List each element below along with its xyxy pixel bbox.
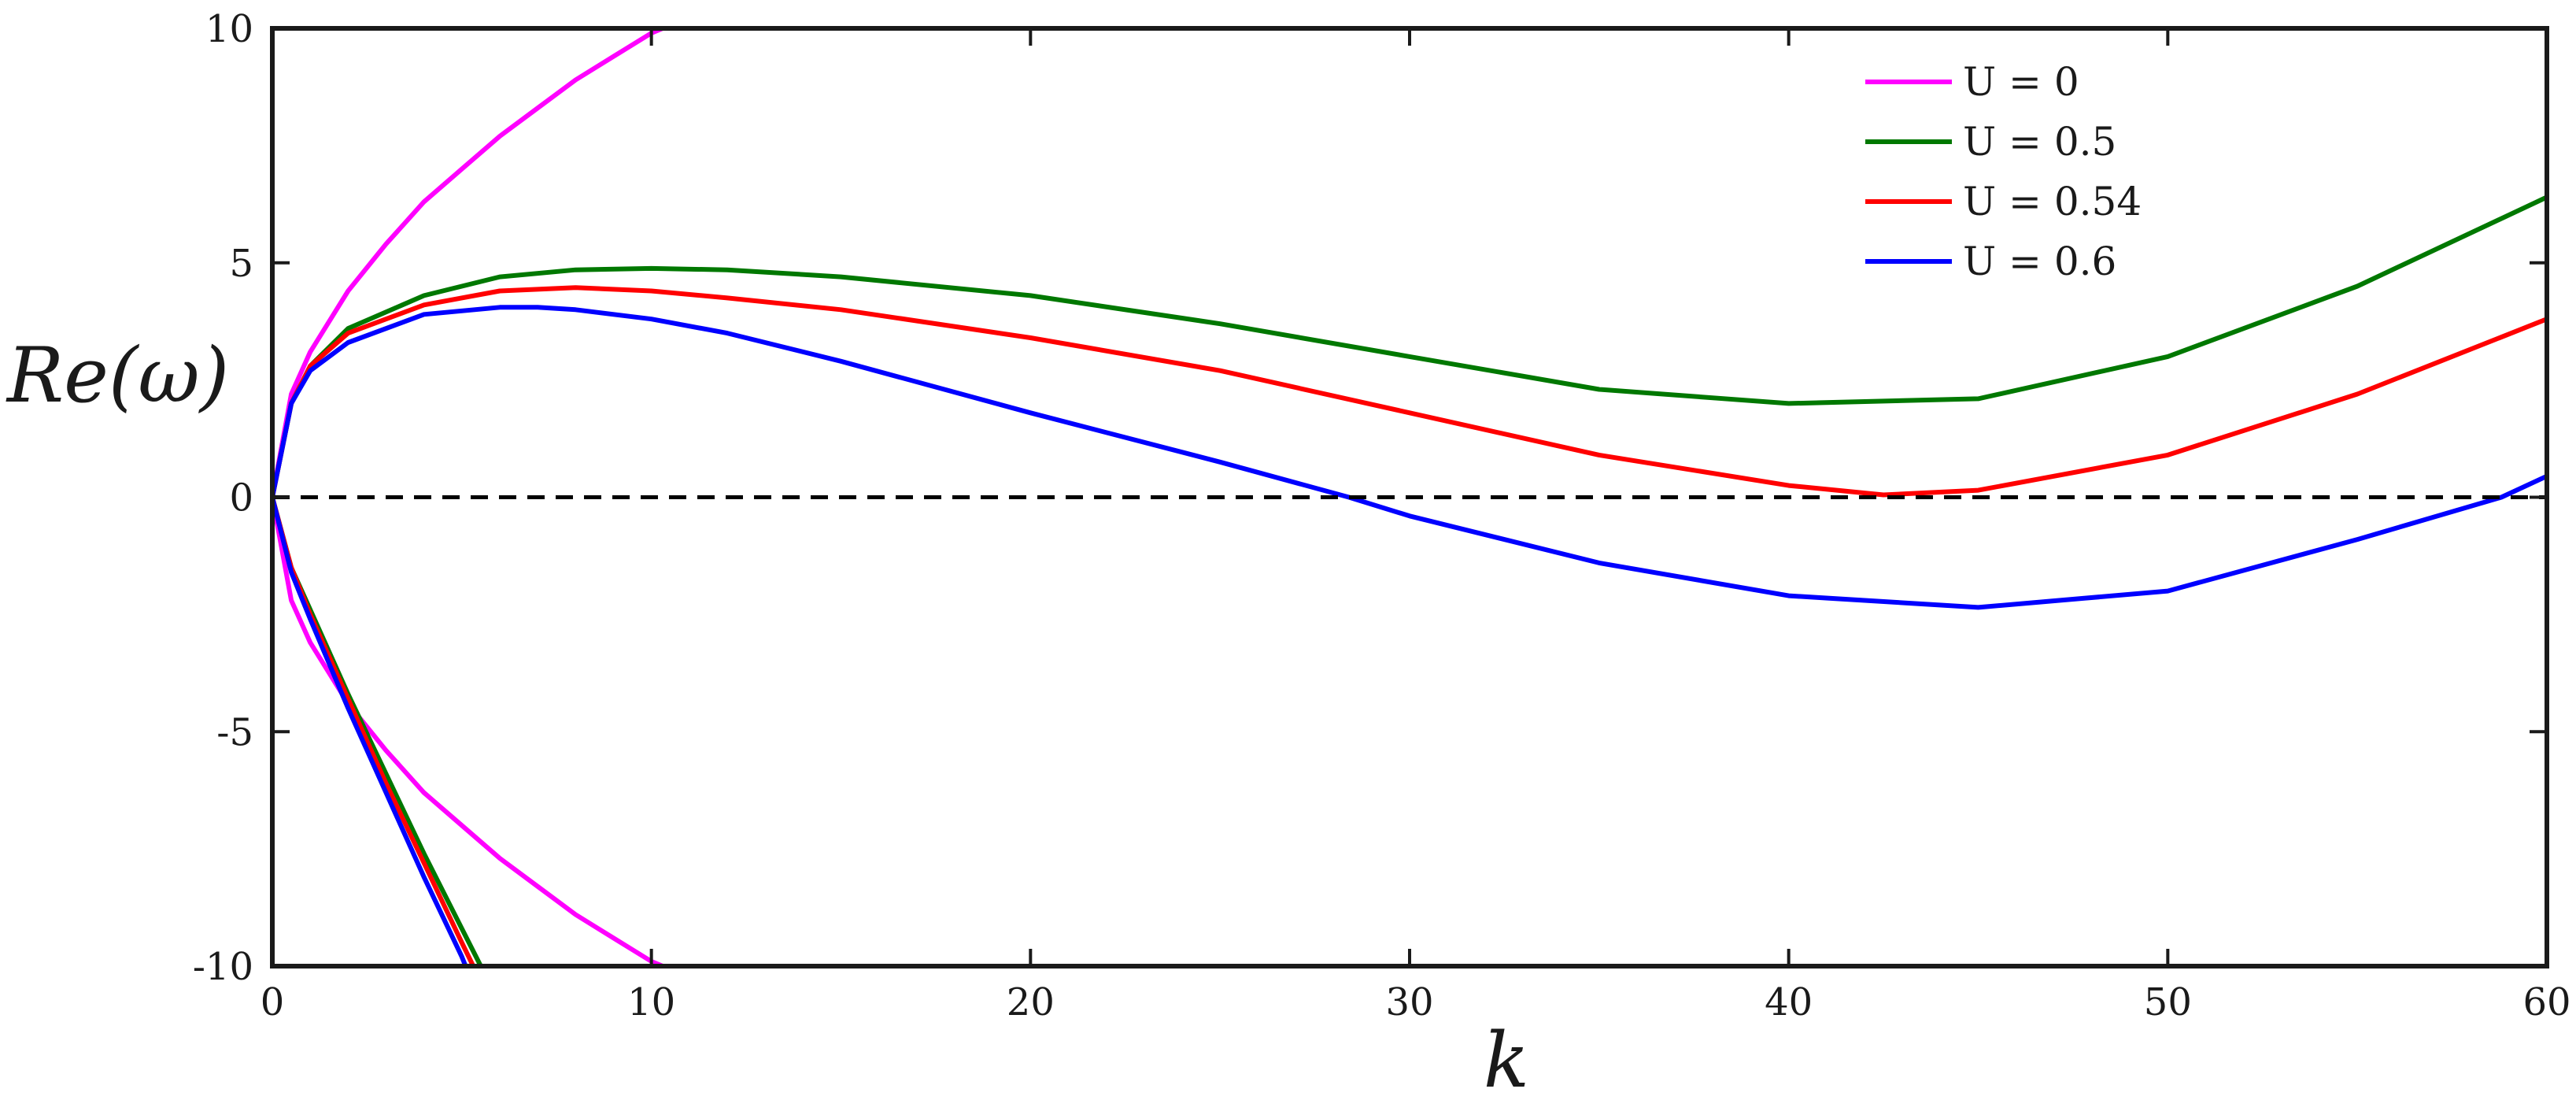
- series-line-u-0-6-branch-2: [272, 494, 468, 966]
- y-tick-label: 5: [229, 242, 253, 286]
- x-tick-label: 60: [2522, 980, 2570, 1024]
- legend-label-u-0-5: U = 0.5: [1963, 119, 2116, 165]
- series-line-u-0-5-branch-1: [272, 194, 2547, 500]
- x-tick-label: 30: [1385, 980, 1433, 1024]
- x-tick-label: 20: [1007, 980, 1055, 1024]
- y-tick-label: 0: [229, 476, 253, 520]
- series-line-u-0-6-branch-1: [272, 305, 2547, 610]
- series-line-u-0-branch-2: [272, 494, 666, 966]
- legend-label-u-0-54: U = 0.54: [1963, 179, 2142, 224]
- y-tick-label: -10: [193, 945, 253, 989]
- y-tick-label: 10: [205, 7, 253, 51]
- axis-ticks: 0 10 20 30 40 50 60 -10 -5 0 5 10: [193, 7, 2571, 1024]
- x-tick-label: 50: [2144, 980, 2192, 1024]
- x-axis-label: k: [1484, 1017, 1529, 1100]
- y-tick-label: -5: [216, 710, 253, 754]
- series-lines: [272, 28, 2547, 966]
- legend-label-u-0: U = 0: [1963, 59, 2079, 105]
- x-tick-label: 10: [627, 980, 675, 1024]
- series-line-u-0-5-branch-2: [272, 494, 483, 966]
- legend: U = 0 U = 0.5 U = 0.54 U = 0.6: [1865, 59, 2142, 284]
- x-tick-label: 0: [261, 980, 285, 1024]
- x-tick-label: 40: [1765, 980, 1813, 1024]
- series-line-u-0-54-branch-1: [272, 285, 2547, 500]
- series-line-u-0-branch-1: [272, 28, 666, 500]
- legend-label-u-0-6: U = 0.6: [1963, 239, 2116, 284]
- y-axis-label: Re(ω): [6, 331, 229, 420]
